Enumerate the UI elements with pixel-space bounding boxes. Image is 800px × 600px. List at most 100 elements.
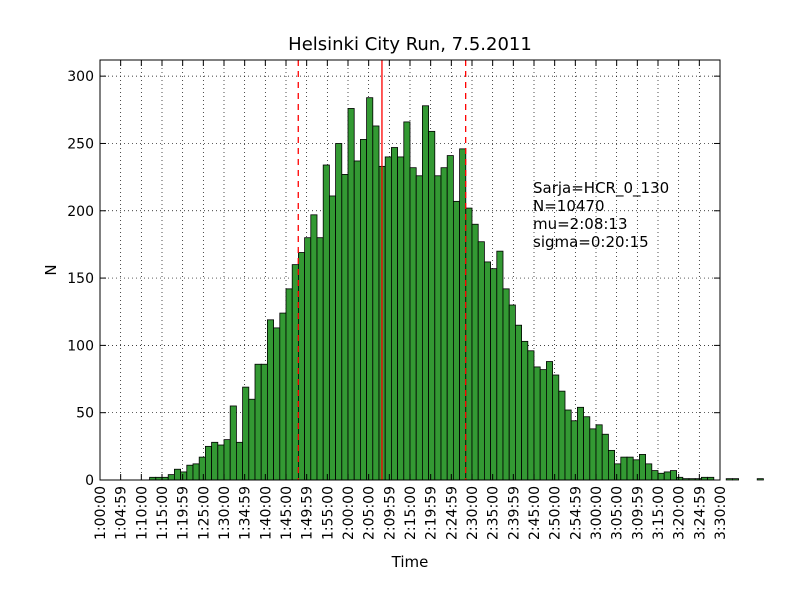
histogram-bar: [508, 304, 516, 481]
histogram-bar: [452, 200, 460, 481]
y-tick-label: 150: [67, 271, 94, 287]
histogram-bar: [483, 261, 491, 481]
histogram-bar: [428, 130, 436, 481]
x-tick-label: 3:24:59: [692, 486, 708, 540]
histogram-bar: [632, 459, 640, 481]
histogram-bar: [434, 175, 442, 481]
x-tick-label: 1:49:59: [300, 486, 316, 540]
x-tick-label: 3:20:00: [672, 486, 688, 540]
x-tick-label: 1:04:59: [114, 486, 130, 540]
x-axis-label: Time: [391, 553, 429, 571]
histogram-bar: [223, 439, 231, 481]
histogram-bar: [192, 463, 200, 481]
histogram-bar: [397, 156, 405, 481]
histogram-bar: [180, 471, 188, 481]
y-tick-label: 0: [85, 473, 94, 489]
histogram-bar: [521, 340, 529, 481]
x-tick-label: 1:34:59: [238, 486, 254, 540]
histogram-bar: [186, 464, 194, 481]
histogram-bar: [421, 105, 429, 481]
histogram-bar: [310, 214, 318, 481]
histogram-bar: [558, 390, 566, 481]
y-tick-label: 300: [67, 69, 94, 85]
x-tick-label: 3:30:00: [713, 486, 729, 540]
histogram-bar: [527, 350, 535, 481]
x-tick-label: 1:40:00: [258, 486, 274, 540]
annotation-series: Sarja=HCR_0_130: [533, 179, 669, 198]
histogram-bar: [601, 433, 609, 481]
x-tick-label: 2:35:00: [486, 486, 502, 540]
histogram-bar: [335, 143, 343, 481]
histogram-bar: [291, 264, 299, 481]
x-tick-label: 3:05:00: [610, 486, 626, 540]
x-tick-label: 2:50:00: [548, 486, 564, 540]
histogram-bar: [328, 195, 336, 481]
histogram-bar: [248, 398, 256, 481]
histogram-bar: [539, 369, 547, 481]
histogram-bar: [242, 386, 250, 481]
histogram-bar: [254, 363, 262, 481]
histogram-bar: [595, 424, 603, 481]
histogram-bar: [608, 449, 616, 481]
histogram-bar: [577, 406, 585, 481]
chart-title: Helsinki City Run, 7.5.2011: [288, 34, 532, 55]
x-tick-label: 2:15:00: [403, 486, 419, 540]
histogram-bar: [620, 456, 628, 481]
y-tick-label: 100: [67, 338, 94, 354]
histogram-bar: [515, 324, 523, 481]
histogram-bar: [217, 444, 225, 481]
x-tick-label: 2:45:00: [527, 486, 543, 540]
histogram-bar: [533, 366, 541, 481]
y-axis-ticks: 0 50 100 150 200 250 300: [67, 69, 720, 489]
x-tick-label: 1:30:00: [217, 486, 233, 540]
histogram-bar: [639, 454, 647, 481]
histogram-bar: [657, 472, 665, 481]
x-tick-label: 2:30:00: [465, 486, 481, 540]
histogram-bar: [477, 241, 485, 481]
histogram-bar: [384, 156, 392, 481]
histogram-bar: [279, 312, 287, 481]
y-tick-label: 250: [67, 136, 94, 152]
x-tick-label: 2:24:59: [444, 486, 460, 540]
histogram-bar: [372, 125, 380, 481]
histogram-bar: [552, 374, 560, 481]
histogram-bar: [583, 416, 591, 481]
histogram-bar: [471, 223, 479, 481]
histogram-bar: [198, 456, 206, 481]
annotation-mean: mu=2:08:13: [533, 215, 628, 233]
histogram-bar: [316, 237, 324, 481]
histogram-bar: [496, 250, 504, 481]
histogram-bar: [670, 470, 678, 481]
histogram-bar: [229, 405, 237, 481]
x-tick-label: 2:54:59: [568, 486, 584, 540]
histogram-bar: [173, 468, 181, 481]
histogram-bar: [266, 319, 274, 481]
histogram-bar: [645, 463, 653, 481]
x-axis-ticks: 1:00:00 1:04:59 1:10:00 1:15:00 1:19:59 1:25:…: [93, 60, 729, 540]
histogram-bar: [204, 445, 212, 481]
histogram-bar: [273, 327, 281, 481]
x-tick-label: 2:19:59: [424, 486, 440, 540]
x-tick-label: 3:00:00: [589, 486, 605, 540]
histogram-bar: [366, 97, 374, 481]
x-tick-label: 1:15:00: [155, 486, 171, 540]
histogram-bar: [359, 139, 367, 481]
x-tick-label: 1:55:00: [320, 486, 336, 540]
histogram-bar: [546, 361, 554, 481]
histogram-bar: [626, 456, 634, 481]
histogram-bar: [732, 478, 740, 481]
histogram-bar: [322, 164, 330, 481]
histogram-bar: [341, 174, 349, 481]
annotation-sigma: sigma=0:20:15: [533, 233, 649, 251]
x-tick-label: 1:00:00: [93, 486, 109, 540]
histogram-bar: [285, 288, 293, 481]
histogram-bar: [663, 471, 671, 481]
histogram-bar: [570, 420, 578, 481]
x-tick-label: 2:05:00: [362, 486, 378, 540]
histogram-bar: [403, 121, 411, 481]
x-tick-label: 3:09:59: [630, 486, 646, 540]
histogram-bar: [756, 478, 764, 481]
histogram-bar: [614, 463, 622, 481]
y-tick-label: 50: [76, 406, 94, 422]
